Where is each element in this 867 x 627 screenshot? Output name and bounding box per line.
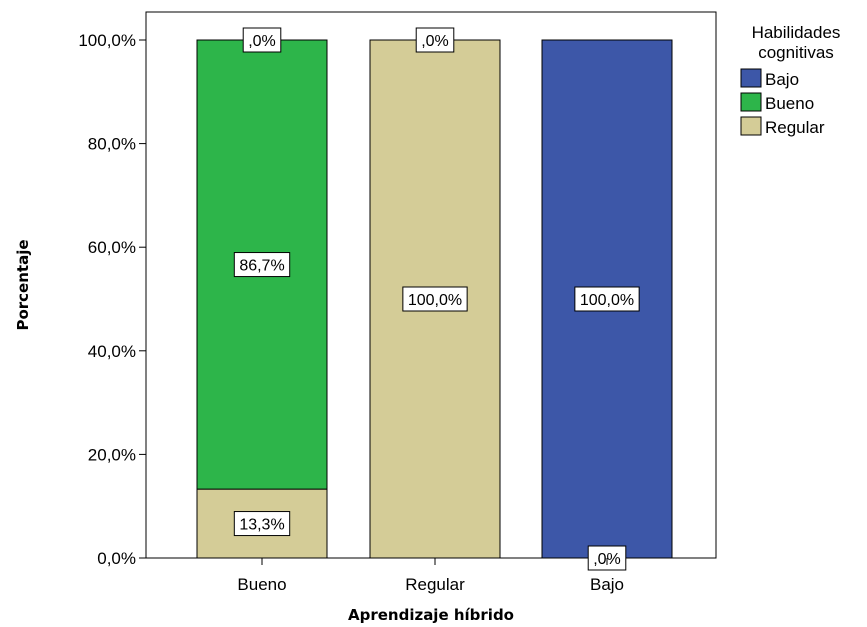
data-label-text: ,0% (248, 33, 276, 50)
legend-label: Bueno (765, 94, 814, 113)
legend-label: Regular (765, 118, 825, 137)
data-label-box (574, 286, 640, 312)
y-axis: 0,0% 20,0% 40,0% 60,0% 80,0% 100,0% (78, 31, 146, 568)
data-label-box (402, 286, 468, 312)
x-axis-title: Aprendizaje híbrido (348, 606, 514, 624)
x-tick-label-bajo: Bajo (590, 575, 624, 594)
legend-item-bueno: Bueno (740, 92, 814, 113)
legend-swatch (740, 116, 762, 136)
legend-swatch (740, 92, 762, 112)
x-axis: Bueno Regular Bajo (237, 558, 624, 594)
data-label-box (233, 511, 291, 537)
data-label-box (415, 27, 455, 53)
data-label-bueno-bueno: 86,7% (233, 252, 291, 278)
legend-title-line-1: Habilidades (752, 23, 841, 42)
data-label-box (242, 27, 282, 53)
y-tick-label: 100,0% (78, 31, 136, 50)
y-axis-title: Porcentaje (14, 239, 32, 330)
legend-swatch (740, 68, 762, 88)
x-tick-label-regular: Regular (405, 575, 465, 594)
data-label-regular-bueno: ,0% (415, 27, 455, 53)
legend: Habilidades cognitivas Bajo Bueno Regular (740, 23, 841, 137)
data-label-text: 100,0% (580, 292, 634, 309)
data-label-bajo-bajo: 100,0% (574, 286, 640, 312)
legend-title-line-2: cognitivas (758, 43, 834, 62)
data-label-text: 86,7% (239, 258, 284, 275)
data-label-text: ,0% (421, 33, 449, 50)
data-label-bueno-regular: 13,3% (233, 511, 291, 537)
legend-items: Bajo Bueno Regular (740, 68, 825, 137)
x-tick-label-bueno: Bueno (237, 575, 286, 594)
legend-item-bajo: Bajo (740, 68, 799, 89)
y-tick-label: 40,0% (88, 342, 136, 361)
y-tick-label: 20,0% (88, 445, 136, 464)
data-label-regular-regular: 100,0% (402, 286, 468, 312)
y-tick-label: 60,0% (88, 238, 136, 257)
data-label-box (233, 252, 291, 278)
legend-label: Bajo (765, 70, 799, 89)
data-label-text: 13,3% (239, 517, 284, 534)
y-tick-label: 80,0% (88, 135, 136, 154)
legend-item-regular: Regular (740, 116, 825, 137)
y-tick-label: 0,0% (97, 549, 136, 568)
data-label-text: 100,0% (408, 292, 462, 309)
data-label-bueno-bajo: ,0% (242, 27, 282, 53)
data-labels-layer: 13,3%86,7%,0%100,0%,0%100,0%,0% (233, 27, 640, 571)
